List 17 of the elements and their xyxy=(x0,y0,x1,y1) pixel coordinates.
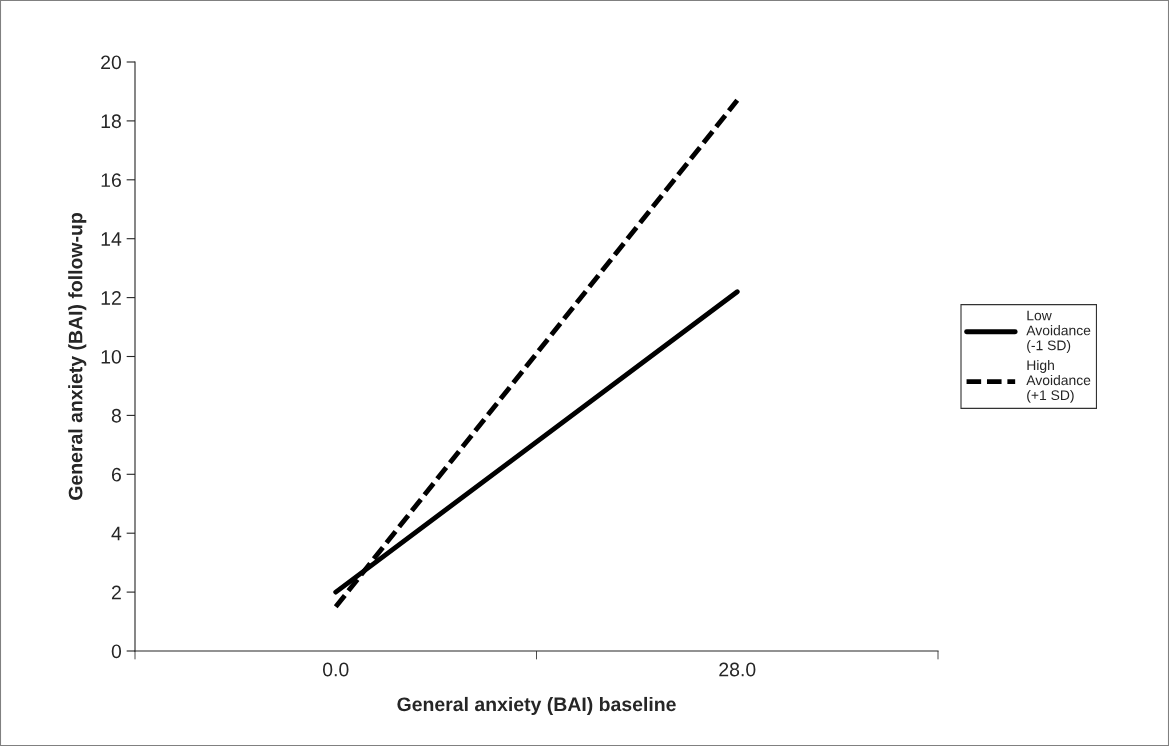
y-tick-label: 14 xyxy=(101,232,122,246)
y-tick-label: 12 xyxy=(101,291,121,305)
y-tick-label: 8 xyxy=(111,408,121,423)
y-tick-label: 4 xyxy=(111,526,122,541)
x-tick-label: 0.0 xyxy=(323,662,349,677)
y-tick-label: 2 xyxy=(111,585,121,600)
y-tick-label: 16 xyxy=(101,173,121,188)
y-tick-label: 18 xyxy=(101,114,121,129)
x-tick-label: 28.0 xyxy=(719,662,756,677)
y-axis-title: General anxiety (BAI) follow-up xyxy=(68,213,87,500)
legend-label: High Avoidance (+1 SD) xyxy=(1026,359,1091,403)
y-tick-label: 20 xyxy=(101,55,122,70)
y-tick-label: 0 xyxy=(111,644,122,659)
x-axis-title: General anxiety (BAI) baseline xyxy=(397,696,676,716)
y-tick-label: 6 xyxy=(111,467,121,482)
legend-label: Low Avoidance (-1 SD) xyxy=(1026,310,1091,354)
y-tick-label: 10 xyxy=(101,349,122,364)
